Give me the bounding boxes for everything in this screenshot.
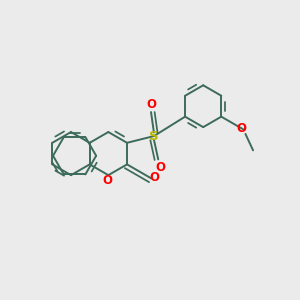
- Text: O: O: [149, 171, 160, 184]
- Text: O: O: [147, 98, 157, 111]
- Text: S: S: [149, 130, 159, 142]
- Text: O: O: [103, 174, 112, 187]
- Text: O: O: [237, 122, 247, 135]
- Text: O: O: [155, 161, 165, 174]
